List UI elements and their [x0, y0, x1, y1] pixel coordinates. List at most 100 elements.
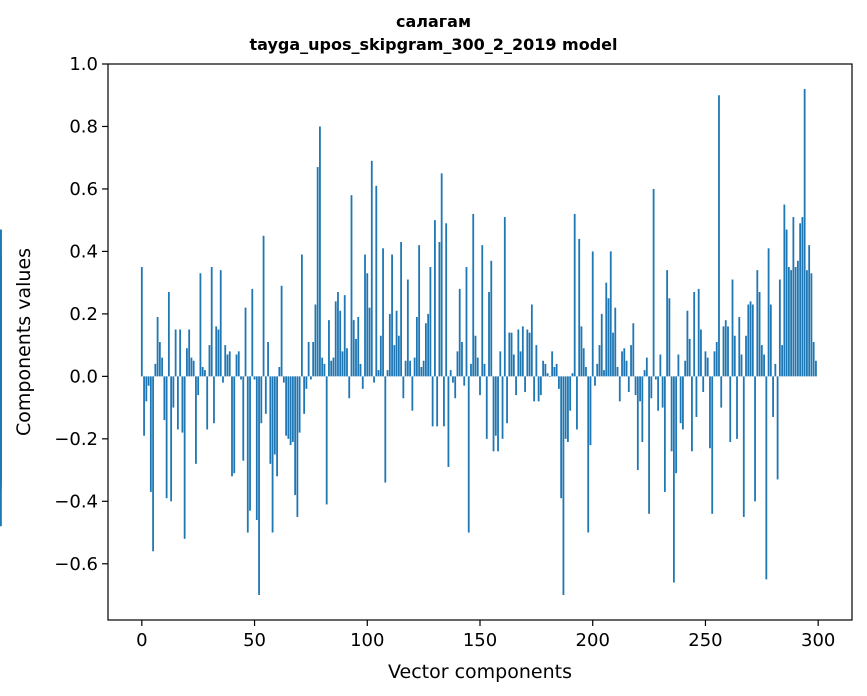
bar — [0, 263, 2, 377]
bar — [461, 342, 463, 377]
bar — [785, 229, 788, 377]
x-tick-label: 150 — [463, 630, 497, 651]
bar — [158, 342, 161, 377]
bar — [533, 376, 536, 402]
bar — [330, 360, 333, 377]
y-tick-label: 1.0 — [69, 54, 98, 75]
bar — [677, 354, 680, 377]
x-tick-label: 100 — [350, 630, 384, 651]
bar — [217, 329, 220, 377]
bar — [697, 288, 700, 377]
bar — [269, 376, 272, 464]
bar — [636, 376, 639, 471]
bar — [231, 376, 233, 477]
bar — [195, 376, 197, 464]
bar — [413, 357, 416, 377]
bar — [149, 376, 152, 492]
bar — [418, 245, 421, 377]
bar — [585, 366, 587, 377]
bar — [375, 185, 378, 377]
bar — [176, 376, 179, 430]
bar — [661, 376, 664, 408]
bar — [772, 376, 774, 417]
y-axis-label: Components values — [13, 248, 35, 436]
bar — [616, 366, 619, 377]
bar — [558, 376, 560, 389]
bar — [812, 342, 815, 377]
bar — [366, 273, 369, 377]
bar — [494, 376, 497, 436]
bar — [501, 376, 504, 439]
bar — [143, 376, 145, 436]
bar — [246, 376, 249, 533]
bar — [352, 320, 355, 377]
bar — [815, 360, 817, 377]
bar — [476, 357, 479, 377]
bar — [192, 360, 195, 377]
bar — [625, 360, 628, 377]
y-tick-label: −0.6 — [54, 554, 98, 575]
bar — [490, 260, 493, 377]
y-tick-label: 0.2 — [69, 304, 98, 325]
bar — [197, 376, 200, 396]
bar — [210, 267, 213, 377]
bar — [562, 376, 565, 596]
bar — [244, 307, 247, 377]
bar — [456, 351, 459, 377]
bar — [488, 292, 490, 377]
bar — [332, 357, 335, 377]
x-tick-label: 300 — [801, 630, 835, 651]
bar — [668, 298, 671, 377]
bar — [519, 351, 522, 377]
bar — [364, 254, 366, 377]
bar — [249, 376, 251, 511]
bar — [729, 376, 732, 442]
bar — [260, 376, 263, 424]
bar — [391, 254, 393, 377]
bar — [359, 363, 362, 377]
bar — [670, 376, 673, 452]
bar — [700, 329, 702, 377]
bar — [147, 376, 150, 386]
bar — [497, 376, 499, 452]
bar — [546, 373, 549, 377]
bar — [215, 326, 218, 377]
bar — [334, 301, 337, 377]
bar — [542, 360, 545, 377]
bar — [718, 95, 720, 377]
bar — [706, 357, 709, 377]
bar — [337, 292, 339, 377]
bar — [163, 376, 166, 421]
bar — [745, 335, 747, 377]
bar — [0, 357, 2, 377]
bar — [278, 366, 281, 377]
bar — [395, 310, 398, 377]
bar — [803, 88, 806, 377]
bar — [343, 295, 346, 377]
bar — [181, 376, 184, 433]
bar — [645, 357, 648, 377]
bar — [307, 342, 310, 377]
bar — [276, 376, 278, 477]
bar — [675, 376, 678, 474]
bar — [754, 376, 756, 502]
bar — [783, 204, 786, 377]
bar — [226, 354, 229, 377]
bar — [713, 351, 716, 377]
bar — [503, 217, 506, 377]
bar — [443, 376, 445, 427]
bar — [682, 376, 684, 430]
bar — [711, 376, 714, 514]
bar — [720, 376, 723, 408]
bar — [228, 351, 231, 377]
bar — [382, 248, 384, 377]
bar — [204, 370, 206, 377]
bar — [305, 376, 308, 389]
bar — [724, 320, 727, 377]
bar — [321, 357, 324, 377]
bar — [512, 354, 515, 377]
bar — [614, 307, 617, 377]
bar — [0, 376, 2, 474]
bar — [140, 267, 143, 377]
